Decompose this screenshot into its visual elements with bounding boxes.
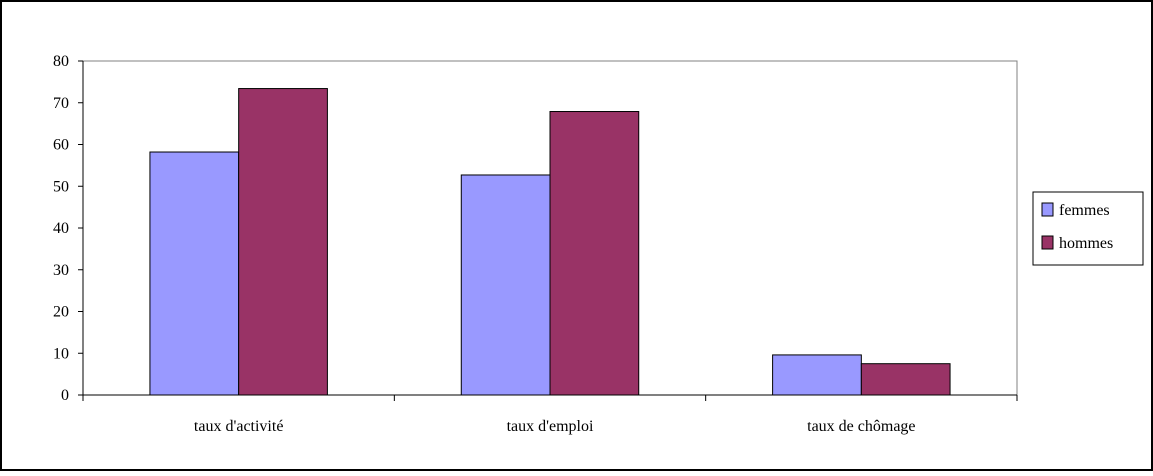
bar-femmes-0 (149, 151, 240, 396)
x-category-label: taux de chômage (807, 418, 915, 435)
bar-femmes-2 (772, 354, 862, 396)
legend: femmes hommes (1032, 191, 1144, 266)
x-category-label: taux d'emploi (507, 418, 594, 435)
legend-swatch-hommes (1041, 235, 1054, 250)
x-category-label: taux d'activité (194, 418, 284, 435)
bars (149, 88, 951, 396)
legend-label-femmes: femmes (1059, 202, 1110, 219)
y-tick-label: 70 (53, 95, 69, 112)
y-tick-label: 10 (53, 345, 69, 362)
legend-label-hommes: hommes (1059, 235, 1113, 252)
bar-hommes-2 (860, 363, 951, 396)
bar-hommes-1 (549, 111, 640, 396)
y-tick-label: 20 (53, 304, 69, 321)
bar-hommes-0 (238, 88, 328, 396)
y-tick-label: 0 (61, 387, 69, 404)
y-tick-label: 50 (53, 178, 69, 195)
y-tick-label: 60 (53, 137, 69, 154)
y-tick-label: 80 (53, 53, 69, 70)
y-tick-label: 30 (53, 262, 69, 279)
legend-swatch-femmes (1041, 202, 1054, 217)
bar-femmes-1 (460, 174, 551, 396)
y-tick-label: 40 (53, 220, 69, 237)
